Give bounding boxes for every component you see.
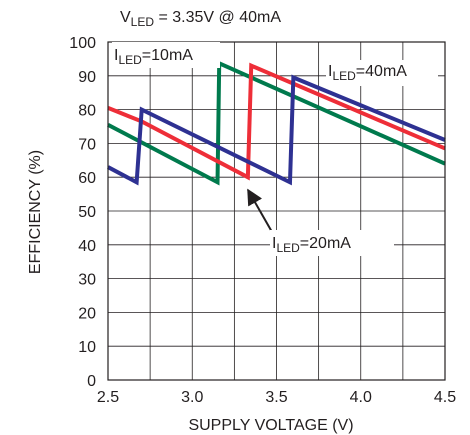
y-tick-label: 50 [78,204,96,221]
label-10ma-sub: LED [118,53,142,67]
y-tick-label: 100 [69,35,96,52]
label-40ma: ILED=40mA [328,63,407,83]
series-labels: ILED=10mA ILED=40mA ILED=20mA [112,42,438,256]
series-layer [107,60,446,186]
x-tick-label: 3.5 [265,389,287,406]
tick-labels: 2.5 3.0 3.5 4.0 4.5 0 10 20 30 40 50 60 70 80 90 100 [69,35,456,406]
y-tick-label: 10 [78,339,96,356]
x-tick-label: 4.0 [350,389,372,406]
y-tick-label: 60 [78,170,96,187]
y-tick-label: 90 [78,69,96,86]
label-40ma-prefix: I [328,63,332,80]
x-tick-label: 2.5 [97,389,119,406]
series-line-0 [107,60,446,186]
y-tick-label: 40 [78,238,96,255]
y-tick-label: 20 [78,305,96,322]
plot-frame [107,41,446,381]
y-tick-label: 80 [78,103,96,120]
title-prefix: V [120,9,131,26]
label-10ma-prefix: I [114,47,118,64]
label-20ma-bg [270,230,394,256]
chart-title: VLED = 3.35V @ 40mA [120,9,281,29]
label-10ma-suffix: =10mA [142,47,193,64]
label-20ma-suffix: =20mA [300,235,351,252]
annotation-layer [247,188,273,233]
y-tick-label: 70 [78,136,96,153]
series-line-1 [107,62,446,181]
label-20ma-sub: LED [276,241,300,255]
series-line-2 [107,74,446,186]
y-tick-label: 0 [87,373,96,390]
x-tick-label: 4.5 [434,389,456,406]
label-10ma: ILED=10mA [114,47,193,67]
label-40ma-sub: LED [332,69,356,83]
label-40ma-suffix: =40mA [356,63,407,80]
annotation-arrow [247,188,273,233]
x-tick-label: 3.0 [181,389,203,406]
label-20ma: ILED=20mA [272,235,351,255]
x-axis-title: SUPPLY VOLTAGE (V) [188,417,353,434]
grid [108,42,445,380]
label-10ma-bg [112,42,220,68]
title-sub: LED [131,15,155,29]
y-tick-label: 30 [78,272,96,289]
y-axis-title: EFFICIENCY (%) [27,150,44,274]
label-40ma-bg [326,60,438,86]
title-suffix: = 3.35V @ 40mA [154,9,281,26]
label-20ma-prefix: I [272,235,276,252]
